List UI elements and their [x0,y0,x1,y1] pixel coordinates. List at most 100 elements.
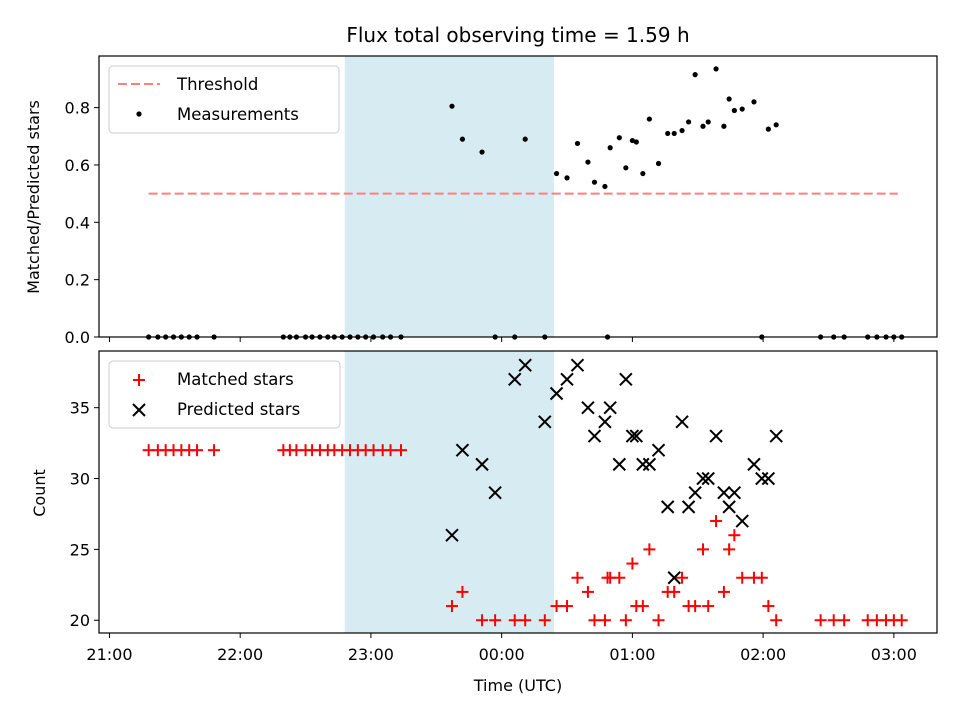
predicted-star-point [475,457,489,472]
measurement-point [731,107,737,114]
matched-star-point [762,600,775,613]
predicted-star-point [538,415,552,429]
matched-star-point [571,571,584,584]
measurement-point [640,170,646,177]
matched-star-point [626,557,639,570]
measurement-point [751,99,757,105]
xtick-label: 22:00 [217,645,263,664]
measurement-point [655,160,662,167]
measurement-point [686,119,692,125]
predicted-star-point [642,457,657,472]
predicted-star-point [709,429,723,443]
top-highlight-span [344,56,554,337]
matched-star-point [689,600,702,613]
measurement-point [739,106,745,112]
matched-star-point [838,614,851,627]
predicted-star-point [560,372,574,387]
predicted-star-point [629,429,644,443]
legend-predicted-swatch [132,403,146,417]
bottom-x-ticks: 21:00 22:00 23:00 00:00 01:00 02:00 03:00 [86,633,917,664]
matched-star-point [770,614,783,627]
measurement-point [713,66,719,72]
predicted-star-point [603,400,617,415]
predicted-star-point [681,500,696,514]
chart-title: Flux total observing time = 1.59 h [346,23,689,47]
measurement-point [607,145,613,151]
predicted-star-point [755,471,769,486]
top-axes-frame [98,55,938,338]
matched-star-point [519,614,532,627]
legend-matched-label: Matched stars [177,370,294,389]
predicted-star-point [445,528,459,542]
predicted-star-point [727,486,742,500]
measurement-point [721,123,727,129]
predicted-star-point [549,386,564,401]
top-ytick-label: 0.6 [65,156,90,175]
predicted-star-point [625,429,640,443]
top-x-ticks [108,337,895,342]
matched-star-point [208,444,221,457]
measurement-point [591,179,598,185]
predicted-star-point [769,429,783,443]
matched-star-point [619,614,632,627]
predicted-star-point [696,471,710,486]
matched-star-point [643,543,656,556]
matched-star-point [814,614,827,627]
predicted-star-point [651,443,666,457]
matched-star-point [476,614,489,627]
predicted-star-point [598,415,612,429]
matched-star-point [755,571,768,584]
bottom-legend-box [108,360,341,429]
legend-matched-swatch [133,374,145,386]
measurement-point [629,137,635,144]
matched-star-point [827,614,840,627]
measurement-point [553,170,560,177]
legend-measurements-label: Measurements [177,105,299,124]
xtick-label: 21:00 [86,645,132,664]
matched-star-point [717,585,730,598]
measurement-point [564,175,570,181]
bottom-highlight-span [344,351,554,633]
measurement-point [726,96,732,102]
matched-star-point [736,571,749,584]
predicted-star-point [508,372,522,387]
bottom-legend: Matched stars Predicted stars [108,360,341,429]
matched-star-point [588,614,601,627]
matched-star-point [668,585,681,598]
predicted-star-point [667,571,681,585]
predicted-star-point [636,457,650,472]
top-ytick-label: 0.8 [65,99,90,118]
bot-ytick-label: 35 [70,399,90,418]
predicted-star-point [581,400,595,415]
legend-threshold-label: Threshold [176,75,258,94]
xtick-label: 02:00 [740,645,786,664]
measurement-point [479,149,485,155]
predicted-star-point [587,429,602,443]
matched-star-point [561,600,574,613]
matched-star-point [445,600,458,613]
measurement-point [633,139,639,145]
predicted-star-point [612,457,627,472]
measurement-point [574,140,581,147]
measurement-point [765,126,771,132]
measurement-point [616,135,622,141]
top-panel: 0.0 0.2 0.4 0.6 0.8 Flux total observing tim… [24,23,938,347]
bottom-plot-marks [142,358,908,627]
matched-star-point [696,543,709,556]
matched-star-point [456,585,469,598]
predicted-star-point [660,500,675,514]
top-ytick-label: 0.4 [65,213,90,232]
predicted-star-point [722,500,736,514]
measurement-point [671,130,677,137]
matched-star-point [581,585,594,598]
measurement-point [665,130,671,137]
matched-star-point [598,614,611,627]
bot-ytick-label: 30 [70,470,90,489]
matched-star-point [710,515,723,528]
matched-star-point [895,614,908,627]
bottom-panel: 20 25 30 35 21:00 22:00 23:00 00:00 01:00 02:00 0… [30,350,938,695]
top-legend-box [108,65,340,134]
predicted-star-point [735,514,749,528]
matched-star-point [613,571,626,584]
measurement-point [459,136,466,142]
